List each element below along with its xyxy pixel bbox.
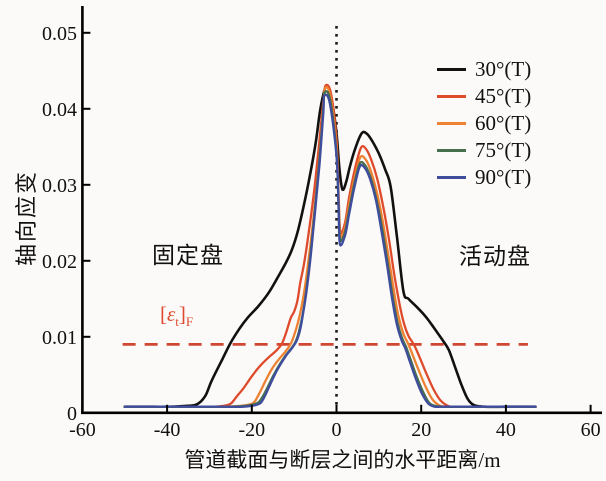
strain-limit-annotation: [εt]F bbox=[160, 302, 193, 330]
strain-limit-open-bracket: [ bbox=[160, 302, 167, 326]
x-tick-label: -60 bbox=[69, 419, 96, 441]
y-tick-label: 0.05 bbox=[42, 23, 77, 45]
fixed-block-annotation: 固定盘 bbox=[152, 243, 224, 268]
x-tick-label: 20 bbox=[411, 419, 431, 441]
y-tick-label: 0.04 bbox=[42, 99, 77, 121]
x-tick-label: -40 bbox=[154, 419, 181, 441]
x-tick-label: 60 bbox=[581, 419, 601, 441]
x-tick-label: 40 bbox=[496, 419, 516, 441]
legend-line-sample-90 bbox=[437, 176, 466, 179]
moving-block-annotation: 活动盘 bbox=[459, 244, 531, 269]
legend-label: 75°(T) bbox=[475, 138, 532, 162]
legend-line-sample-45 bbox=[437, 95, 466, 98]
y-tick-label: 0.01 bbox=[42, 327, 77, 349]
series-curve-90 bbox=[123, 93, 537, 409]
legend-line-sample-30 bbox=[437, 68, 466, 71]
series-curve-30 bbox=[123, 84, 537, 409]
strain-limit-sub-t: t bbox=[175, 314, 179, 330]
legend-entry: 75°(T) bbox=[437, 137, 531, 164]
legend-label: 45°(T) bbox=[475, 84, 532, 108]
strain-limit-close-bracket: ] bbox=[178, 302, 186, 326]
legend-entry: 30°(T) bbox=[437, 56, 531, 83]
legend-label: 60°(T) bbox=[475, 111, 532, 135]
legend-line-sample-75 bbox=[437, 149, 466, 152]
legend-line-sample-60 bbox=[437, 122, 466, 125]
legend: 30°(T) 45°(T) 60°(T) 75°(T) 90°(T) bbox=[437, 56, 531, 191]
legend-label: 30°(T) bbox=[475, 57, 532, 81]
x-tick-label: 0 bbox=[332, 419, 342, 441]
x-axis-title: 管道截面与断层之间的水平距离/m bbox=[184, 448, 501, 472]
y-tick-label: 0 bbox=[67, 403, 77, 425]
legend-entry: 45°(T) bbox=[437, 83, 531, 110]
y-axis-title: 轴向应变 bbox=[14, 170, 39, 267]
strain-limit-sub-f: F bbox=[185, 314, 194, 330]
epsilon-symbol: ε bbox=[167, 302, 176, 326]
y-tick-label: 0.03 bbox=[42, 175, 77, 197]
legend-entry: 90°(T) bbox=[437, 164, 531, 191]
legend-entry: 60°(T) bbox=[437, 110, 531, 137]
x-tick-label: -20 bbox=[238, 419, 265, 441]
legend-label: 90°(T) bbox=[475, 165, 532, 189]
y-tick-label: 0.02 bbox=[42, 251, 77, 273]
